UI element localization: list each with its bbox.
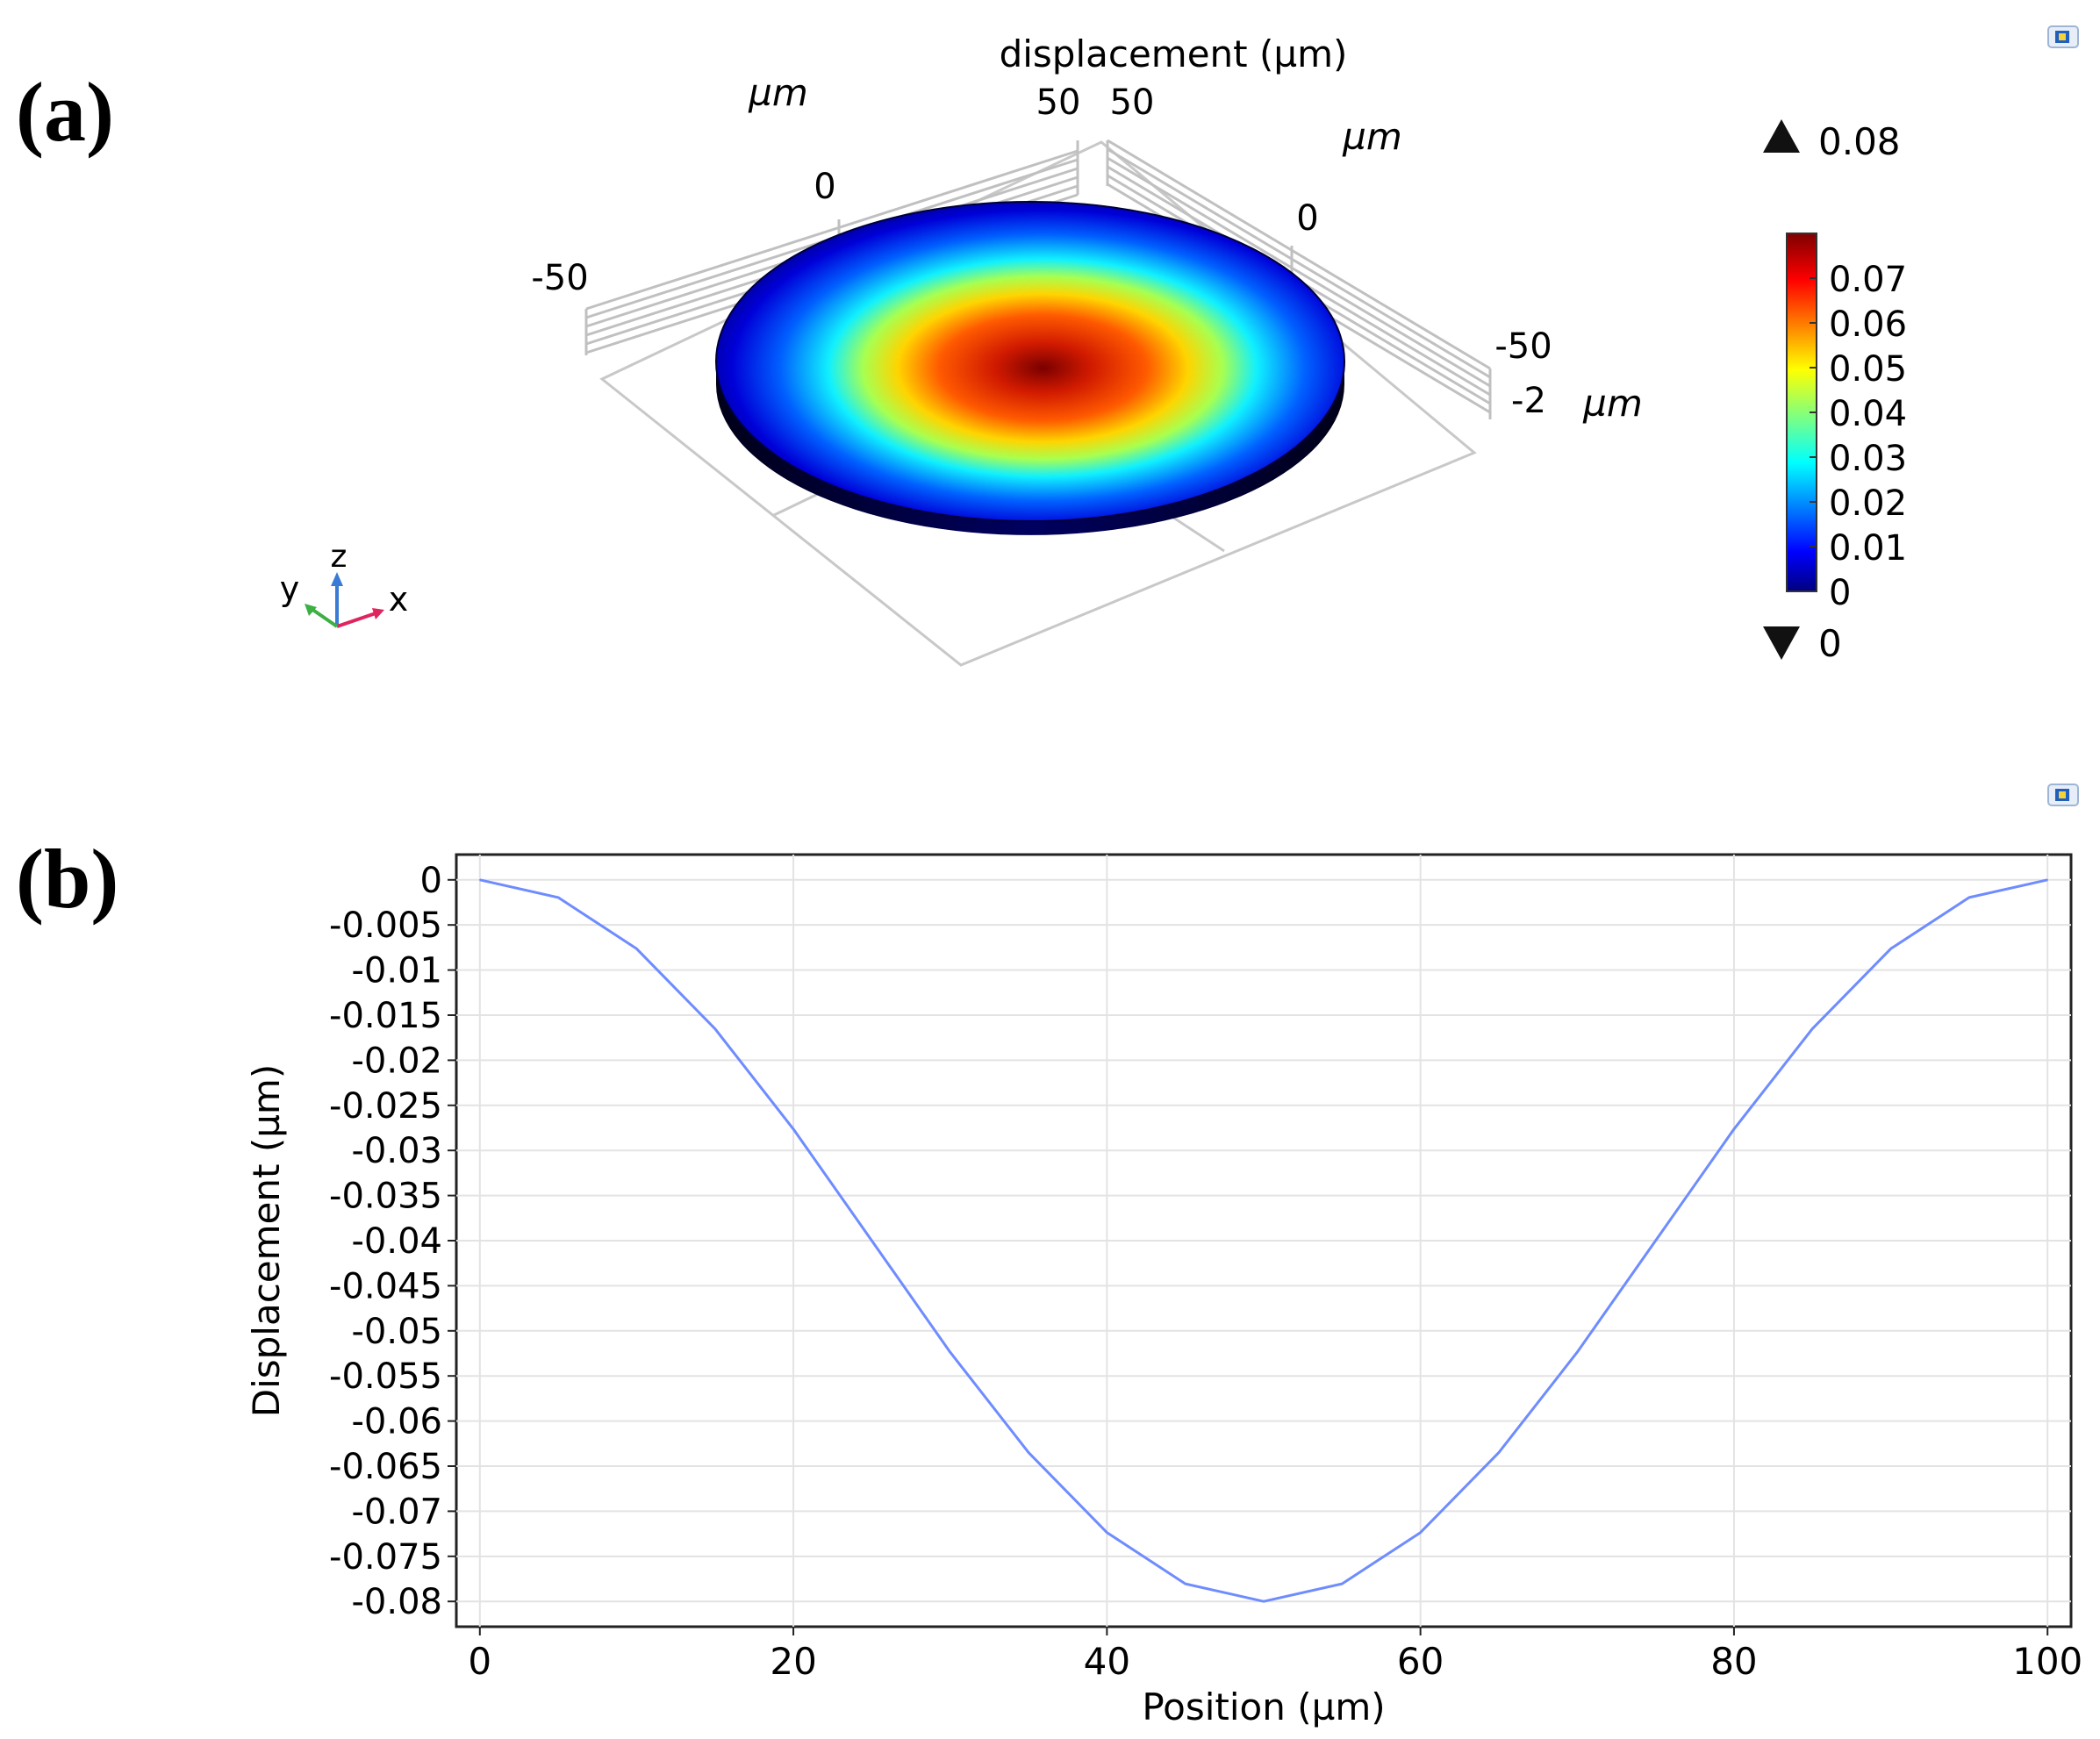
colorbar-ticks: 0.070.060.050.04 0.030.020.010 [1810, 260, 1907, 613]
colorbar-tick-label: 0 [1829, 573, 1851, 613]
x-axis-title: Position (µm) [1142, 1685, 1385, 1728]
data-point [2046, 878, 2049, 881]
y-axis-ticks: 0-0.005 -0.01 -0.015 -0.02 -0.025-0.03 -0.035… [329, 861, 456, 1622]
y-tick-label: -0.015 [329, 996, 442, 1036]
displacement-disk [715, 201, 1345, 535]
gridlines [456, 855, 2071, 1627]
y-tick-label: -0.02 [352, 1041, 443, 1081]
panel-a-label: (a) [16, 65, 114, 159]
surface-y-tick-label: 0 [1296, 198, 1318, 239]
surface-x-tick-label: 0 [813, 167, 835, 207]
y-tick-label: -0.05 [352, 1312, 443, 1352]
panel-b-window-icon [2047, 784, 2079, 806]
y-tick-label: -0.025 [329, 1086, 442, 1127]
data-point [792, 1128, 794, 1130]
surface-title: displacement (µm) [1000, 32, 1348, 75]
data-point [949, 1351, 951, 1353]
data-point [1106, 1531, 1108, 1534]
data-point [1811, 1027, 1814, 1030]
data-point [1968, 897, 1970, 898]
x-tick-label: 40 [1084, 1640, 1130, 1683]
data-point [1028, 1451, 1029, 1454]
data-point [1341, 1583, 1344, 1585]
data-point [1576, 1351, 1579, 1353]
disk-top-surface [716, 202, 1344, 521]
y-tick-label: -0.035 [329, 1177, 442, 1217]
colorbar-tick-label: 0.07 [1829, 260, 1907, 300]
triad-y-label: y [280, 569, 300, 608]
panel-b: (b) 0 20 40 60 80 100 0-0.005-0.01-0.015-0.02… [16, 784, 2082, 1728]
x-tick-label: 0 [468, 1640, 491, 1683]
data-point [478, 878, 481, 881]
surface-z-unit-label: µm [1582, 382, 1643, 425]
data-point [1733, 1128, 1735, 1130]
surface-x-tick-label: -50 [531, 258, 588, 298]
y-tick-label: -0.055 [329, 1356, 442, 1397]
y-tick-label: -0.005 [329, 905, 442, 946]
triad-y-axis [310, 607, 339, 628]
x-tick-label: 80 [1710, 1640, 1757, 1683]
y-tick-label: -0.04 [352, 1221, 443, 1262]
max-triangle-icon [1763, 119, 1800, 153]
series-layer [478, 878, 2049, 1603]
y-axis-title: Displacement (µm) [245, 1064, 288, 1418]
colorbar-tick-label: 0.06 [1829, 304, 1907, 345]
y-tick-label: -0.06 [352, 1402, 443, 1442]
data-point [1184, 1583, 1186, 1585]
x-tick-label: 20 [770, 1640, 816, 1683]
disk-outline [715, 201, 1345, 522]
data-point [1419, 1531, 1422, 1534]
y-tick-label: -0.065 [329, 1447, 442, 1487]
y-tick-label: -0.07 [352, 1492, 443, 1532]
colorbar-tick-label: 0.04 [1829, 394, 1907, 434]
colorbar: 0.08 0.070.060.050.040.030.020.010 0 [1763, 119, 1907, 665]
panel-b-label: (b) [16, 832, 118, 926]
y-tick-label: -0.075 [329, 1537, 442, 1578]
data-point [1654, 1240, 1657, 1242]
data-point [1498, 1451, 1500, 1454]
data-point [635, 948, 638, 950]
data-point [557, 897, 559, 898]
triad-x-axis [336, 612, 376, 628]
surface-z-tick-label: -2 [1511, 381, 1546, 421]
y-tick-label: -0.08 [352, 1582, 443, 1622]
colorbar-tick-label: 0.02 [1829, 483, 1907, 524]
triad-x-arrowhead [372, 608, 384, 619]
y-tick-label: 0 [420, 861, 442, 901]
y-tick-label: -0.01 [352, 951, 443, 991]
colorbar-tick-label: 0.05 [1829, 349, 1907, 390]
triad-z-label: z [331, 539, 348, 575]
x-axis-ticks: 0 20 40 60 80 100 [468, 1627, 2082, 1683]
data-point [1889, 948, 1892, 950]
colorbar-max-label: 0.08 [1818, 120, 1901, 163]
axis-triad: z x y [280, 539, 409, 628]
triad-y-arrowhead [305, 604, 317, 616]
surface-x-tick-label: 50 [1036, 82, 1081, 123]
data-point [871, 1240, 873, 1242]
surface-y-unit-label: µm [1342, 115, 1402, 158]
surface-y-tick-label: 50 [1110, 82, 1155, 123]
surface-y-tick-label: -50 [1494, 326, 1552, 367]
y-tick-label: -0.03 [352, 1131, 443, 1171]
triad-z-arrowhead [331, 572, 343, 586]
surface-x-unit-label: µm [748, 71, 808, 114]
x-tick-label: 100 [2012, 1640, 2082, 1683]
panel-a-window-icon [2047, 25, 2079, 48]
triad-x-label: x [389, 580, 409, 619]
colorbar-min-label: 0 [1818, 622, 1842, 665]
data-point [713, 1027, 716, 1030]
colorbar-tick-label: 0.01 [1829, 528, 1907, 569]
x-tick-label: 60 [1397, 1640, 1444, 1683]
colorbar-tick-label: 0.03 [1829, 439, 1907, 479]
data-point [1263, 1600, 1265, 1603]
min-triangle-icon [1763, 626, 1800, 660]
y-tick-label: -0.045 [329, 1266, 442, 1306]
panel-a: (a) displacement (µm) [16, 25, 2079, 667]
